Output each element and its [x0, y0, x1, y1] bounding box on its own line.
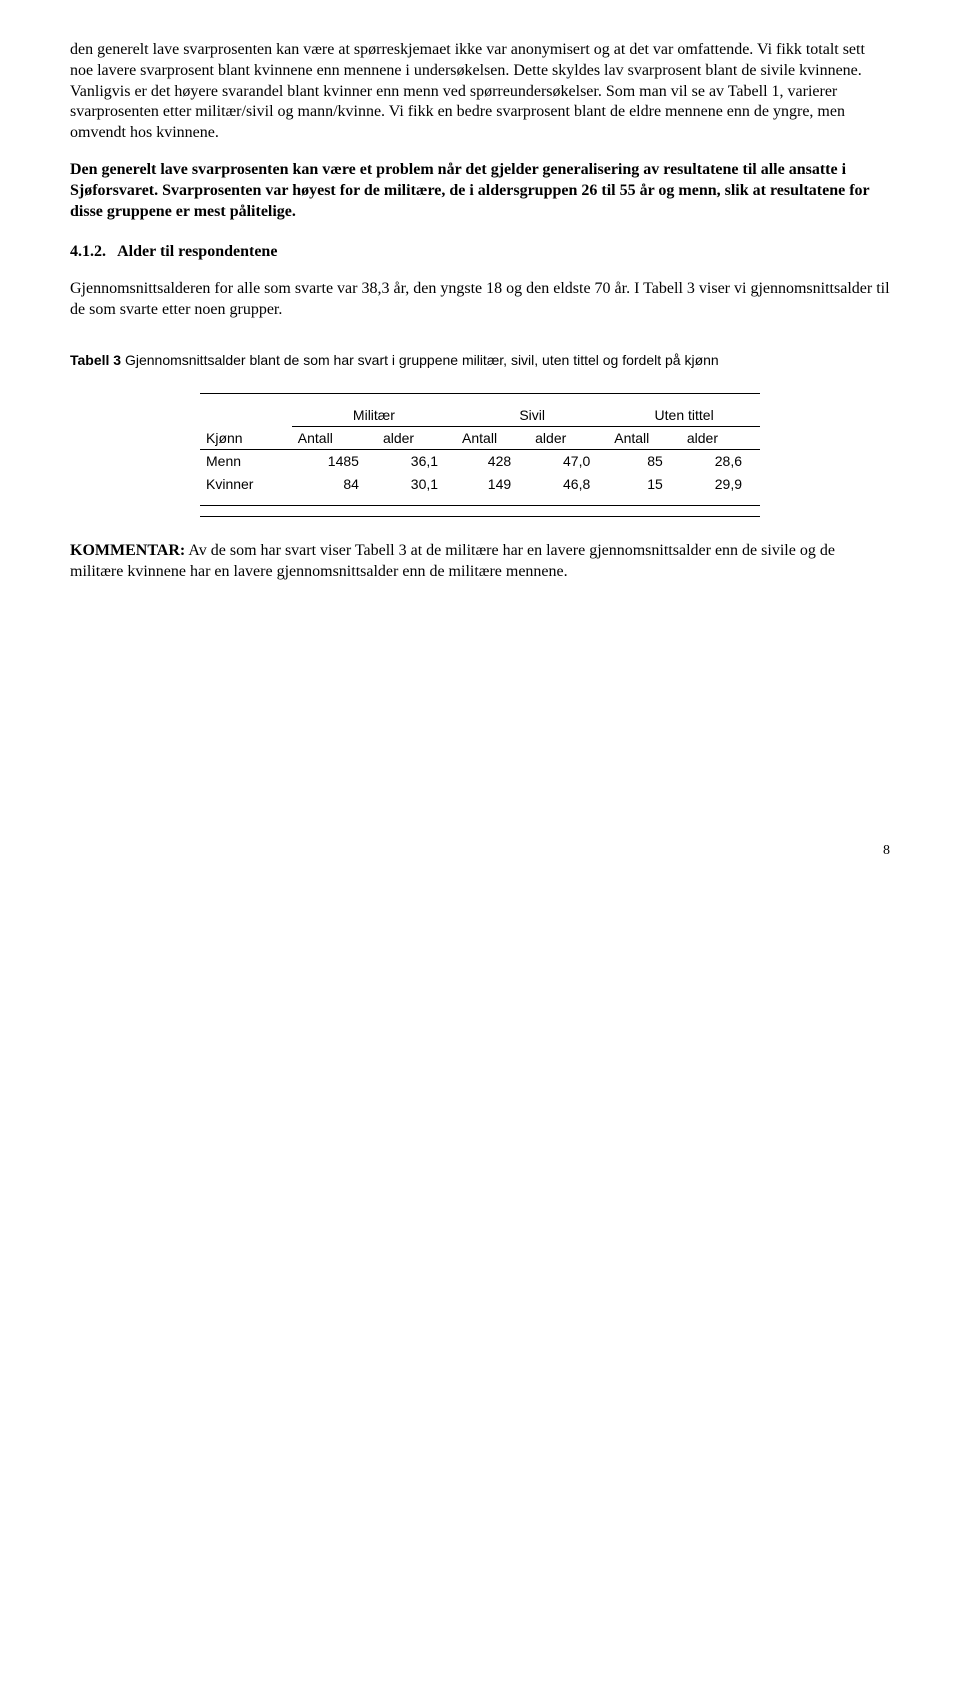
cell: 149 — [456, 473, 529, 495]
cell: 29,9 — [681, 473, 760, 495]
row-label: Menn — [200, 450, 292, 473]
cell: 15 — [608, 473, 681, 495]
group-header-sivil: Sivil — [456, 404, 608, 427]
kommentar-text: Av de som har svart viser Tabell 3 at de… — [70, 542, 835, 580]
group-header-militaer: Militær — [292, 404, 456, 427]
group-header-utentittel: Uten tittel — [608, 404, 760, 427]
col-alder-3: alder — [681, 427, 760, 450]
cell: 85 — [608, 450, 681, 473]
table-row: Kvinner 84 30,1 149 46,8 15 29,9 — [200, 473, 760, 495]
age-table: Militær Sivil Uten tittel Kjønn Antall a… — [200, 393, 760, 517]
row-label: Kvinner — [200, 473, 292, 495]
paragraph-age: Gjennomsnittsalderen for alle som svarte… — [70, 279, 890, 321]
kommentar-paragraph: KOMMENTAR: Av de som har svart viser Tab… — [70, 541, 890, 583]
cell: 30,1 — [377, 473, 456, 495]
col-antall-1: Antall — [292, 427, 377, 450]
cell: 36,1 — [377, 450, 456, 473]
cell: 84 — [292, 473, 377, 495]
col-antall-3: Antall — [608, 427, 681, 450]
paragraph-bold-summary: Den generelt lave svarprosenten kan være… — [70, 160, 890, 222]
cell: 47,0 — [529, 450, 608, 473]
kommentar-label: KOMMENTAR: — [70, 542, 185, 559]
col-antall-2: Antall — [456, 427, 529, 450]
col-alder-1: alder — [377, 427, 456, 450]
cell: 1485 — [292, 450, 377, 473]
cell: 46,8 — [529, 473, 608, 495]
section-number: 4.1.2. — [70, 243, 106, 260]
page-number: 8 — [70, 842, 890, 860]
section-title: Alder til respondentene — [117, 243, 277, 260]
section-heading: 4.1.2. Alder til respondentene — [70, 242, 890, 263]
paragraph-intro: den generelt lave svarprosenten kan være… — [70, 40, 890, 144]
table-caption-text: Gjennomsnittsalder blant de som har svar… — [121, 352, 719, 368]
row-label-header: Kjønn — [200, 427, 292, 450]
cell: 28,6 — [681, 450, 760, 473]
table-caption: Tabell 3 Gjennomsnittsalder blant de som… — [70, 351, 890, 369]
table-row: Menn 1485 36,1 428 47,0 85 28,6 — [200, 450, 760, 473]
table-caption-label: Tabell 3 — [70, 352, 121, 368]
table-group-header-row: Militær Sivil Uten tittel — [200, 404, 760, 427]
col-alder-2: alder — [529, 427, 608, 450]
table-sub-header-row: Kjønn Antall alder Antall alder Antall a… — [200, 427, 760, 450]
cell: 428 — [456, 450, 529, 473]
